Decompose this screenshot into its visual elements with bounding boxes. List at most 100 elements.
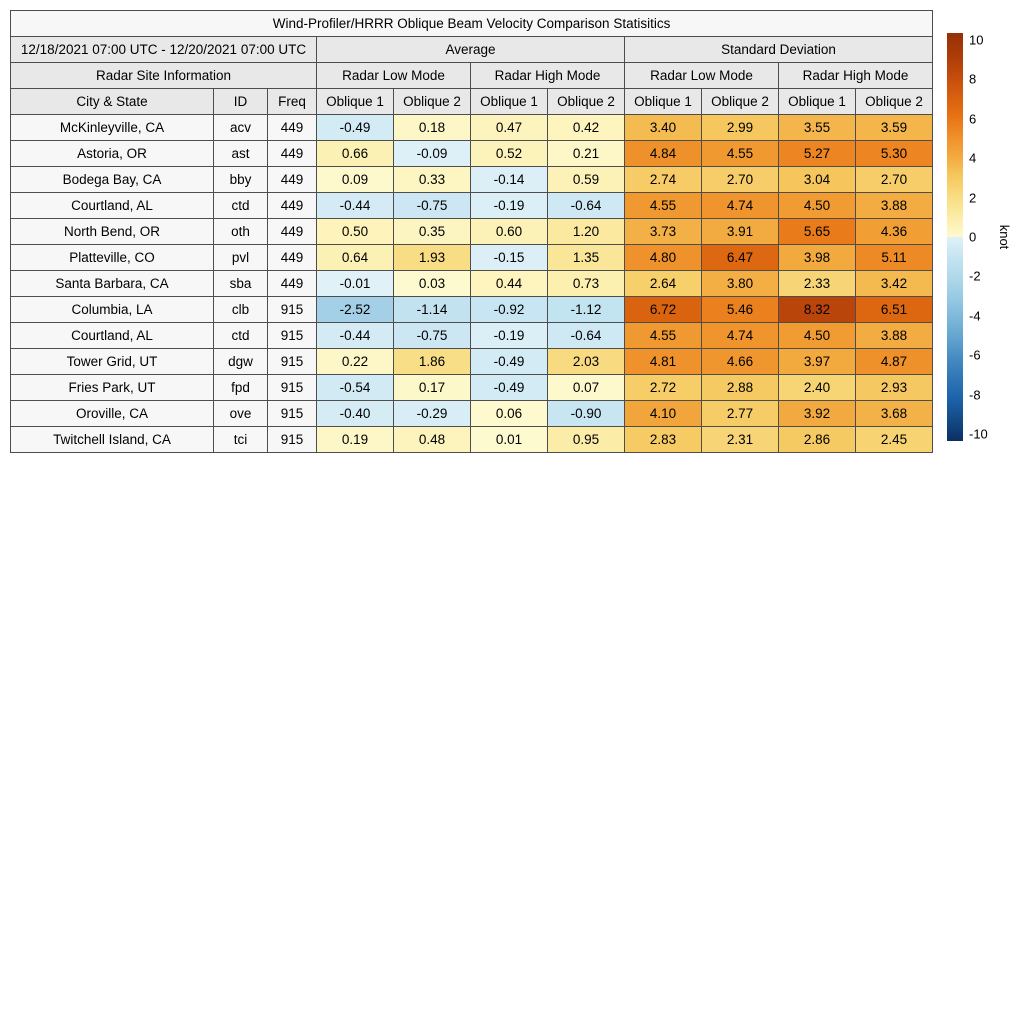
value-cell: 4.84 xyxy=(624,140,702,167)
stddev-group-header: Standard Deviation xyxy=(623,36,934,63)
avg-high-mode-header: Radar High Mode xyxy=(470,62,625,89)
mode-header-row: Radar Site Information Radar Low Mode Ra… xyxy=(10,62,934,89)
value-cell: 0.21 xyxy=(547,140,625,167)
std-low-mode-header: Radar Low Mode xyxy=(624,62,779,89)
value-cell: 3.91 xyxy=(701,218,779,245)
average-group-header: Average xyxy=(316,36,625,63)
value-cell: 3.88 xyxy=(854,322,934,349)
value-cell: 4.74 xyxy=(701,192,779,219)
value-cell: 4.81 xyxy=(624,348,702,375)
std-high-mode-header: Radar High Mode xyxy=(777,62,934,89)
avg-high-oblique2-header: Oblique 2 xyxy=(547,88,625,115)
id-cell: acv xyxy=(213,114,268,141)
std-high-oblique2-header: Oblique 2 xyxy=(854,88,934,115)
value-cell: -1.12 xyxy=(547,296,625,323)
id-cell: clb xyxy=(213,296,268,323)
city-cell: Bodega Bay, CA xyxy=(10,166,214,193)
freq-cell: 915 xyxy=(267,296,317,323)
value-cell: -0.49 xyxy=(470,374,548,401)
value-cell: 4.66 xyxy=(701,348,779,375)
id-cell: sba xyxy=(213,270,268,297)
value-cell: 0.07 xyxy=(547,374,625,401)
date-range-label: 12/18/2021 07:00 UTC - 12/20/2021 07:00 … xyxy=(10,36,317,63)
radar-site-info-header: Radar Site Information xyxy=(10,62,317,89)
value-cell: 4.50 xyxy=(778,192,856,219)
value-cell: 0.60 xyxy=(470,218,548,245)
value-cell: 3.68 xyxy=(854,400,934,427)
colorbar-tick-label: 4 xyxy=(969,150,977,166)
city-cell: Platteville, CO xyxy=(10,244,214,271)
value-cell: 3.55 xyxy=(778,114,856,141)
value-cell: 2.03 xyxy=(547,348,625,375)
value-cell: -0.01 xyxy=(316,270,394,297)
value-cell: 0.95 xyxy=(547,426,625,453)
value-cell: 0.73 xyxy=(547,270,625,297)
value-cell: 4.55 xyxy=(624,322,702,349)
value-cell: 4.87 xyxy=(854,348,934,375)
value-cell: 0.47 xyxy=(470,114,548,141)
value-cell: 0.64 xyxy=(316,244,394,271)
value-cell: 5.11 xyxy=(854,244,934,271)
value-cell: -0.90 xyxy=(547,400,625,427)
value-cell: 0.17 xyxy=(393,374,471,401)
title-row: Wind-Profiler/HRRR Oblique Beam Velocity… xyxy=(9,10,934,37)
group-header-row: 12/18/2021 07:00 UTC - 12/20/2021 07:00 … xyxy=(10,36,934,63)
freq-cell: 915 xyxy=(267,348,317,375)
value-cell: 3.80 xyxy=(701,270,779,297)
value-cell: 4.36 xyxy=(854,218,934,245)
value-cell: -0.75 xyxy=(393,192,471,219)
avg-low-mode-header: Radar Low Mode xyxy=(316,62,471,89)
id-cell: oth xyxy=(213,218,268,245)
value-cell: 0.19 xyxy=(316,426,394,453)
city-cell: Santa Barbara, CA xyxy=(10,270,214,297)
value-cell: -0.19 xyxy=(470,322,548,349)
id-cell: ctd xyxy=(213,192,268,219)
avg-low-oblique1-header: Oblique 1 xyxy=(316,88,394,115)
table-body: McKinleyville, CA acv 449 -0.49 0.18 0.47 0.42… xyxy=(10,114,934,453)
value-cell: 2.70 xyxy=(854,166,934,193)
value-cell: 2.88 xyxy=(701,374,779,401)
city-cell: Tower Grid, UT xyxy=(10,348,214,375)
value-cell: 4.55 xyxy=(701,140,779,167)
value-cell: 2.45 xyxy=(854,426,934,453)
value-cell: -0.40 xyxy=(316,400,394,427)
city-cell: North Bend, OR xyxy=(10,218,214,245)
column-header-row: City & State ID Freq Oblique 1 Oblique 2… xyxy=(10,88,934,115)
value-cell: 0.66 xyxy=(316,140,394,167)
city-cell: Twitchell Island, CA xyxy=(10,426,214,453)
id-cell: ast xyxy=(213,140,268,167)
table-row: Courtland, AL ctd 915 -0.44 -0.75 -0.19 -0.64 4… xyxy=(10,322,934,349)
freq-cell: 449 xyxy=(267,114,317,141)
value-cell: 3.73 xyxy=(624,218,702,245)
value-cell: -0.19 xyxy=(470,192,548,219)
value-cell: 2.64 xyxy=(624,270,702,297)
colorbar-tick-label: 0 xyxy=(969,229,977,245)
table-row: Columbia, LA clb 915 -2.52 -1.14 -0.92 -1.12 6.… xyxy=(10,296,934,323)
city-cell: Courtland, AL xyxy=(10,322,214,349)
value-cell: 0.01 xyxy=(470,426,548,453)
value-cell: -0.49 xyxy=(470,348,548,375)
value-cell: 5.30 xyxy=(854,140,934,167)
value-cell: -0.49 xyxy=(316,114,394,141)
table-row: Astoria, OR ast 449 0.66 -0.09 0.52 0.21 4.84 4.… xyxy=(10,140,934,167)
value-cell: 8.32 xyxy=(778,296,856,323)
freq-cell: 915 xyxy=(267,400,317,427)
value-cell: -0.29 xyxy=(393,400,471,427)
value-cell: -0.15 xyxy=(470,244,548,271)
table-row: Twitchell Island, CA tci 915 0.19 0.48 0.01 0.… xyxy=(10,426,934,453)
colorbar-tick-label: -4 xyxy=(969,308,981,324)
freq-cell: 449 xyxy=(267,192,317,219)
colorbar-tick-label: -2 xyxy=(969,268,981,284)
value-cell: 6.72 xyxy=(624,296,702,323)
value-cell: 4.80 xyxy=(624,244,702,271)
stats-table: Wind-Profiler/HRRR Oblique Beam Velocity… xyxy=(9,10,934,453)
colorbar-gradient xyxy=(947,33,963,441)
std-high-oblique1-header: Oblique 1 xyxy=(778,88,856,115)
value-cell: 0.03 xyxy=(393,270,471,297)
freq-cell: 449 xyxy=(267,166,317,193)
value-cell: 4.55 xyxy=(624,192,702,219)
value-cell: 3.98 xyxy=(778,244,856,271)
value-cell: 3.04 xyxy=(778,166,856,193)
table-row: Platteville, CO pvl 449 0.64 1.93 -0.15 1.35 4.… xyxy=(10,244,934,271)
std-low-oblique2-header: Oblique 2 xyxy=(701,88,779,115)
